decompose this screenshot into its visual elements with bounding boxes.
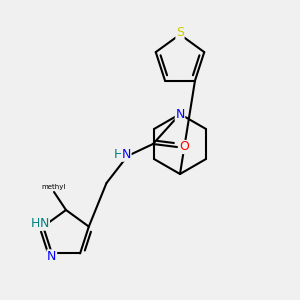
Text: S: S bbox=[176, 26, 184, 40]
Text: N: N bbox=[40, 217, 50, 230]
Text: N: N bbox=[47, 250, 57, 263]
Text: N: N bbox=[122, 148, 131, 161]
Text: H: H bbox=[31, 217, 40, 230]
Text: N: N bbox=[175, 107, 185, 121]
Text: O: O bbox=[180, 140, 189, 154]
Text: H: H bbox=[114, 148, 123, 161]
Text: methyl: methyl bbox=[42, 184, 66, 190]
